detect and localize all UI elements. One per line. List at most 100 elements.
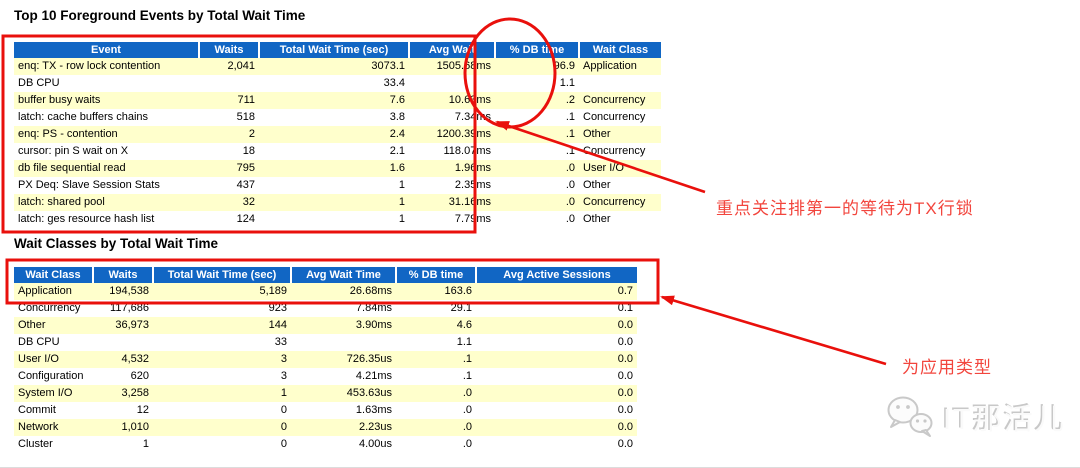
table-cell: .1 bbox=[462, 370, 472, 382]
table-cell: 1 bbox=[398, 196, 405, 208]
table-cell: .1 bbox=[565, 111, 575, 123]
table-cell: 7.34ms bbox=[454, 111, 491, 123]
table-cell: 0 bbox=[280, 404, 287, 416]
table-cell: .0 bbox=[462, 387, 472, 399]
table-row: User I/O 4,532 3 726.35us .1 0.0 bbox=[14, 351, 637, 368]
table-row: Configuration 620 3 4.21ms .1 0.0 bbox=[14, 368, 637, 385]
table-cell: 923 bbox=[268, 302, 287, 314]
table-cell: 0.0 bbox=[617, 319, 633, 331]
table-cell: .1 bbox=[462, 353, 472, 365]
table-cell: 2 bbox=[248, 128, 255, 140]
table-cell: 0.0 bbox=[617, 404, 633, 416]
table-cell: 0.0 bbox=[617, 438, 633, 450]
table-cell: Cluster bbox=[18, 438, 53, 450]
annotation-note-tx-lock: 重点关注排第一的等待为TX行锁 bbox=[716, 199, 974, 218]
watermark-text: IT那活儿 bbox=[943, 404, 1066, 436]
table-cell: Concurrency bbox=[583, 145, 646, 157]
table-cell: 124 bbox=[236, 213, 255, 225]
table-cell: 12 bbox=[136, 404, 149, 416]
table-cell: 117,686 bbox=[110, 302, 149, 314]
table-row: Concurrency 117,686 923 7.84ms 29.1 0.1 bbox=[14, 300, 637, 317]
table-cell: 29.1 bbox=[450, 302, 472, 314]
table-cell: 518 bbox=[236, 111, 255, 123]
table-cell: Other bbox=[583, 128, 611, 140]
wechat-icon bbox=[887, 396, 933, 437]
top-events-title: Top 10 Foreground Events by Total Wait T… bbox=[14, 8, 306, 23]
table-cell: 2.35ms bbox=[454, 179, 491, 191]
table-cell: enq: PS - contention bbox=[18, 128, 118, 140]
table-cell: .0 bbox=[462, 404, 472, 416]
column-header: Avg Wait Time bbox=[290, 267, 396, 283]
table-cell: cursor: pin S wait on X bbox=[18, 145, 129, 157]
table-cell: latch: cache buffers chains bbox=[18, 111, 149, 123]
column-header: Waits bbox=[92, 267, 153, 283]
column-header: Wait Class bbox=[578, 42, 661, 58]
table-cell: 795 bbox=[236, 162, 255, 174]
table-cell: 4.00us bbox=[358, 438, 392, 450]
table-row: enq: PS - contention 2 2.4 1200.39ms .1 Other bbox=[14, 126, 661, 143]
table-cell: .0 bbox=[565, 196, 575, 208]
table-cell: .1 bbox=[565, 128, 575, 140]
table-cell: buffer busy waits bbox=[18, 94, 101, 106]
table-cell: Other bbox=[583, 213, 611, 225]
column-header: Event bbox=[14, 42, 199, 58]
table-cell: .0 bbox=[462, 438, 472, 450]
table-cell: 118.07ms bbox=[443, 145, 492, 157]
table-cell: 0.0 bbox=[617, 387, 633, 399]
table-cell: 1.6 bbox=[389, 162, 405, 174]
wait-classes-title: Wait Classes by Total Wait Time bbox=[14, 236, 219, 251]
column-header: Avg Wait bbox=[408, 42, 495, 58]
table-cell: 33 bbox=[274, 336, 287, 348]
table-row: cursor: pin S wait on X 18 2.1 118.07ms .1 Co… bbox=[14, 143, 661, 160]
table-cell: 1.63ms bbox=[355, 404, 392, 416]
table-cell: 0.0 bbox=[617, 421, 633, 433]
table-cell: 7.6 bbox=[389, 94, 405, 106]
table-row: DB CPU 33 1.1 0.0 bbox=[14, 334, 637, 351]
table-cell: Concurrency bbox=[583, 94, 646, 106]
table-cell: 1.1 bbox=[456, 336, 472, 348]
table-cell bbox=[579, 75, 661, 92]
table-cell: 1.1 bbox=[559, 77, 575, 89]
table-cell: Application bbox=[18, 285, 72, 297]
table-cell bbox=[409, 75, 495, 92]
table-cell: 437 bbox=[236, 179, 255, 191]
column-header: % DB time bbox=[494, 42, 579, 58]
table-cell: 1,010 bbox=[121, 421, 149, 433]
table-cell: 5,189 bbox=[259, 285, 287, 297]
table-cell: 726.35us bbox=[346, 353, 392, 365]
table-row: PX Deq: Slave Session Stats 437 1 2.35ms .0 O… bbox=[14, 177, 661, 194]
table-cell: .0 bbox=[565, 162, 575, 174]
table-row: Cluster 1 0 4.00us .0 0.0 bbox=[14, 436, 637, 453]
table-cell: PX Deq: Slave Session Stats bbox=[18, 179, 160, 191]
table-cell: 7.84ms bbox=[355, 302, 392, 314]
table-cell: 620 bbox=[130, 370, 149, 382]
table-cell: 3.8 bbox=[389, 111, 405, 123]
table-cell: 1 bbox=[280, 387, 287, 399]
table-cell: 0 bbox=[280, 438, 287, 450]
table-cell: User I/O bbox=[18, 353, 59, 365]
table-cell: DB CPU bbox=[18, 336, 60, 348]
table-cell: 1 bbox=[398, 179, 405, 191]
table-cell: 453.63us bbox=[346, 387, 392, 399]
table-cell: 1200.39ms bbox=[436, 128, 491, 140]
table-cell: 0.0 bbox=[617, 336, 633, 348]
table-row: Commit 12 0 1.63ms .0 0.0 bbox=[14, 402, 637, 419]
table-cell: 2.1 bbox=[389, 145, 405, 157]
table-cell: 10.63ms bbox=[448, 94, 491, 106]
table-cell: 26.68ms bbox=[349, 285, 392, 297]
table-cell: 3 bbox=[280, 370, 287, 382]
column-header: Total Wait Time (sec) bbox=[258, 42, 409, 58]
table-cell: latch: ges resource hash list bbox=[18, 213, 155, 225]
table-cell: System I/O bbox=[18, 387, 73, 399]
table-cell: 4.6 bbox=[456, 319, 472, 331]
annotation-note-app-type: 为应用类型 bbox=[902, 358, 992, 377]
table-cell: 1505.68ms bbox=[436, 60, 491, 72]
table-row: latch: shared pool 32 1 31.16ms .0 Concurrenc… bbox=[14, 194, 661, 211]
table-row: latch: cache buffers chains 518 3.8 7.34ms.… bbox=[14, 109, 661, 126]
table-cell: 0.0 bbox=[617, 353, 633, 365]
table-cell: 144 bbox=[268, 319, 287, 331]
table-cell: Commit bbox=[18, 404, 56, 416]
table-cell: 33.4 bbox=[383, 77, 405, 89]
table-row: db file sequential read 795 1.6 1.96ms .0 Use… bbox=[14, 160, 661, 177]
